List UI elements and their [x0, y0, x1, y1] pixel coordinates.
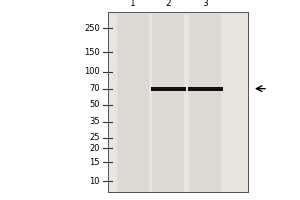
Text: 20: 20 [89, 144, 100, 153]
Bar [189, 12, 221, 192]
Bar [117, 12, 149, 192]
Text: 3: 3 [202, 0, 208, 8]
Text: 100: 100 [84, 67, 100, 76]
Text: 25: 25 [89, 133, 100, 142]
Text: 2: 2 [165, 0, 171, 8]
Bar [152, 12, 184, 192]
Text: 70: 70 [89, 84, 100, 93]
Text: 15: 15 [89, 158, 100, 167]
Text: 1: 1 [130, 0, 136, 8]
Text: 10: 10 [89, 177, 100, 186]
Text: 150: 150 [84, 48, 100, 57]
Bar [108, 12, 248, 192]
Bar [188, 87, 223, 91]
Bar [108, 12, 248, 192]
Text: 35: 35 [89, 117, 100, 126]
Text: 250: 250 [84, 24, 100, 33]
Bar [151, 87, 185, 91]
Text: 50: 50 [89, 100, 100, 109]
